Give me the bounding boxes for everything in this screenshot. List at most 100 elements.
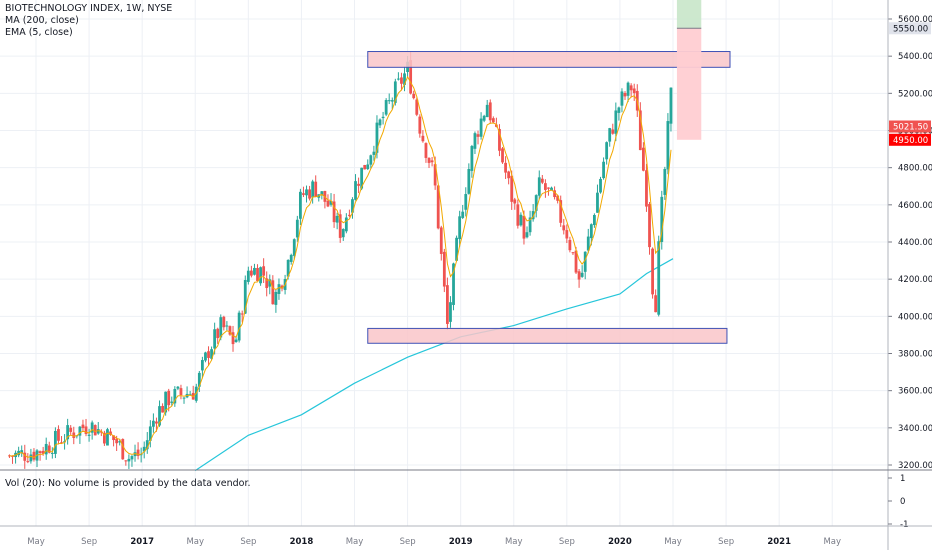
candle-body — [112, 435, 115, 441]
candle-body — [332, 201, 336, 223]
candle — [623, 91, 627, 100]
candle — [369, 154, 373, 169]
candle-body — [204, 352, 207, 361]
candle-body — [78, 426, 82, 436]
candle-body — [347, 214, 351, 216]
candle — [216, 327, 220, 344]
candle-body — [589, 224, 593, 239]
candle — [418, 114, 422, 138]
candle — [237, 310, 241, 343]
candle — [583, 251, 587, 280]
candle-body — [442, 251, 446, 287]
candle — [20, 445, 24, 457]
legend: BIOTECHNOLOGY INDEX, 1W, NYSE MA (200, c… — [5, 3, 172, 39]
candle-body — [412, 93, 416, 99]
candle-body — [115, 438, 119, 444]
candle — [608, 127, 612, 147]
candle — [577, 268, 581, 288]
chart-title[interactable]: BIOTECHNOLOGY INDEX, 1W, NYSE — [5, 3, 173, 14]
candle-body — [106, 429, 109, 446]
candle — [344, 213, 348, 234]
y-tick-label: 4200.00 — [898, 275, 932, 285]
candle — [620, 88, 624, 113]
candle — [372, 145, 376, 161]
candle-body — [158, 406, 161, 426]
candle — [390, 97, 394, 110]
candle-body — [479, 118, 483, 137]
candle — [510, 170, 514, 210]
candle-body — [96, 429, 100, 434]
candle-body — [249, 270, 253, 276]
candle — [326, 194, 330, 208]
candle-body — [161, 405, 164, 413]
candle — [311, 179, 315, 204]
candle — [347, 209, 351, 218]
candles-layer — [8, 51, 673, 469]
legend-ema5[interactable]: EMA (5, close) — [5, 27, 73, 38]
candle — [167, 388, 171, 412]
candle-body — [246, 270, 250, 282]
candle-body — [176, 386, 180, 389]
candle-body — [216, 328, 220, 339]
candle-body — [320, 191, 324, 196]
candle — [455, 235, 458, 262]
candle-body — [47, 445, 51, 453]
candle — [292, 238, 296, 260]
candle — [222, 315, 226, 331]
candle-body — [274, 291, 278, 305]
x-tick-label: May — [505, 537, 523, 547]
candle-body — [295, 219, 299, 238]
candle — [421, 130, 425, 143]
candle-body — [476, 134, 480, 137]
candle — [323, 190, 327, 209]
candle — [185, 386, 189, 399]
candle-body — [262, 266, 266, 276]
candle-body — [23, 452, 27, 461]
candle — [210, 346, 213, 361]
candle — [240, 310, 244, 323]
candle-body — [504, 162, 507, 173]
candle-body — [265, 278, 269, 289]
x-tick-label: 2017 — [130, 537, 154, 547]
candle-body — [488, 102, 492, 121]
candle-body — [151, 420, 155, 427]
candle-body — [369, 155, 373, 165]
legend-ma200[interactable]: MA (200, close) — [5, 15, 79, 26]
candle-body — [302, 193, 305, 195]
candle — [106, 427, 109, 446]
y-tick-label: 3600.00 — [898, 387, 932, 397]
candle-body — [623, 92, 627, 97]
candle — [412, 90, 416, 100]
x-tick-label: May — [346, 537, 364, 547]
price-label-bg — [889, 133, 931, 146]
candle — [415, 97, 419, 117]
candle — [148, 420, 152, 448]
candle — [531, 204, 535, 222]
candle — [295, 215, 299, 242]
candle-body — [400, 77, 403, 84]
support-resistance-zone — [367, 51, 731, 68]
candle-body — [130, 456, 134, 460]
candle — [271, 275, 275, 305]
position-target-area — [676, 0, 702, 29]
candle-body — [366, 164, 370, 170]
position-stop-area — [676, 28, 702, 140]
candle-body — [243, 280, 247, 314]
candle — [568, 236, 572, 253]
candle-body — [602, 161, 605, 179]
candle-body — [577, 271, 581, 280]
candle-body — [384, 100, 388, 115]
candle-body — [424, 143, 428, 158]
candle-body — [210, 349, 213, 359]
candle — [384, 98, 388, 117]
candle-body — [329, 200, 333, 205]
candle — [53, 427, 57, 459]
candle — [537, 170, 541, 200]
candle — [596, 184, 599, 213]
y-tick-label: 4000.00 — [898, 312, 932, 322]
candle — [289, 253, 293, 265]
candle — [629, 83, 633, 98]
candle-body — [519, 214, 523, 226]
